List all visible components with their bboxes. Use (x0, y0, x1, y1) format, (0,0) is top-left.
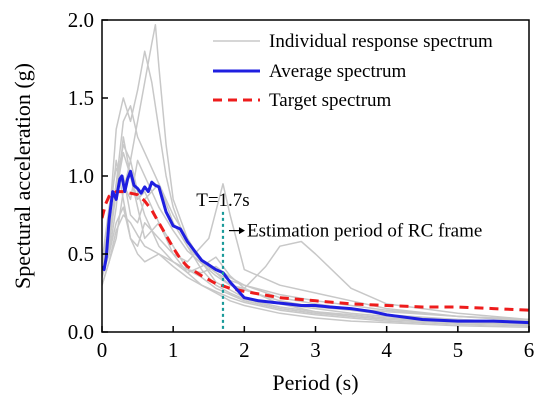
target-spectrum-line (102, 190, 529, 312)
annotation-arrow-head (238, 227, 245, 235)
legend-label-individual: Individual response spectrum (269, 31, 493, 52)
y-axis-title: Spectural acceleration (g) (10, 63, 35, 289)
individual-spectrum-line-11 (102, 214, 529, 325)
y-axis-ticks: 0.0 0.5 1.0 1.5 2.0 (68, 8, 108, 344)
legend: Individual response spectrum Average spe… (213, 31, 493, 111)
x-tick-label: 6 (524, 338, 535, 362)
x-tick-label: 3 (310, 338, 321, 362)
x-tick-label: 1 (168, 338, 179, 362)
legend-label-target: Target spectrum (269, 90, 392, 111)
x-tick-label: 2 (239, 338, 250, 362)
legend-label-average: Average spectrum (269, 61, 407, 82)
y-tick-label: 0.5 (68, 242, 94, 266)
individual-spectrum-line-3 (102, 175, 529, 321)
x-tick-label: 5 (453, 338, 464, 362)
main-series-group (102, 169, 529, 325)
y-tick-label: 0.0 (68, 320, 94, 344)
period-marker-label: T=1.7s (196, 190, 249, 211)
individual-spectrum-line-6 (102, 159, 529, 329)
individual-spectrum-line-1 (102, 23, 529, 324)
average-spectrum-line (102, 169, 529, 325)
x-tick-label: 0 (97, 338, 108, 362)
x-tick-label: 4 (381, 338, 392, 362)
individual-spectrum-line-4 (102, 136, 529, 322)
y-tick-label: 2.0 (68, 8, 94, 32)
x-axis-title: Period (s) (272, 370, 358, 395)
x-axis-ticks: 0 1 2 3 4 5 6 (97, 326, 535, 362)
annotation-label: Estimation period of RC frame (247, 221, 482, 242)
individual-spectrum-line-9 (102, 206, 529, 327)
y-tick-label: 1.0 (68, 164, 94, 188)
y-tick-label: 1.5 (68, 86, 94, 110)
